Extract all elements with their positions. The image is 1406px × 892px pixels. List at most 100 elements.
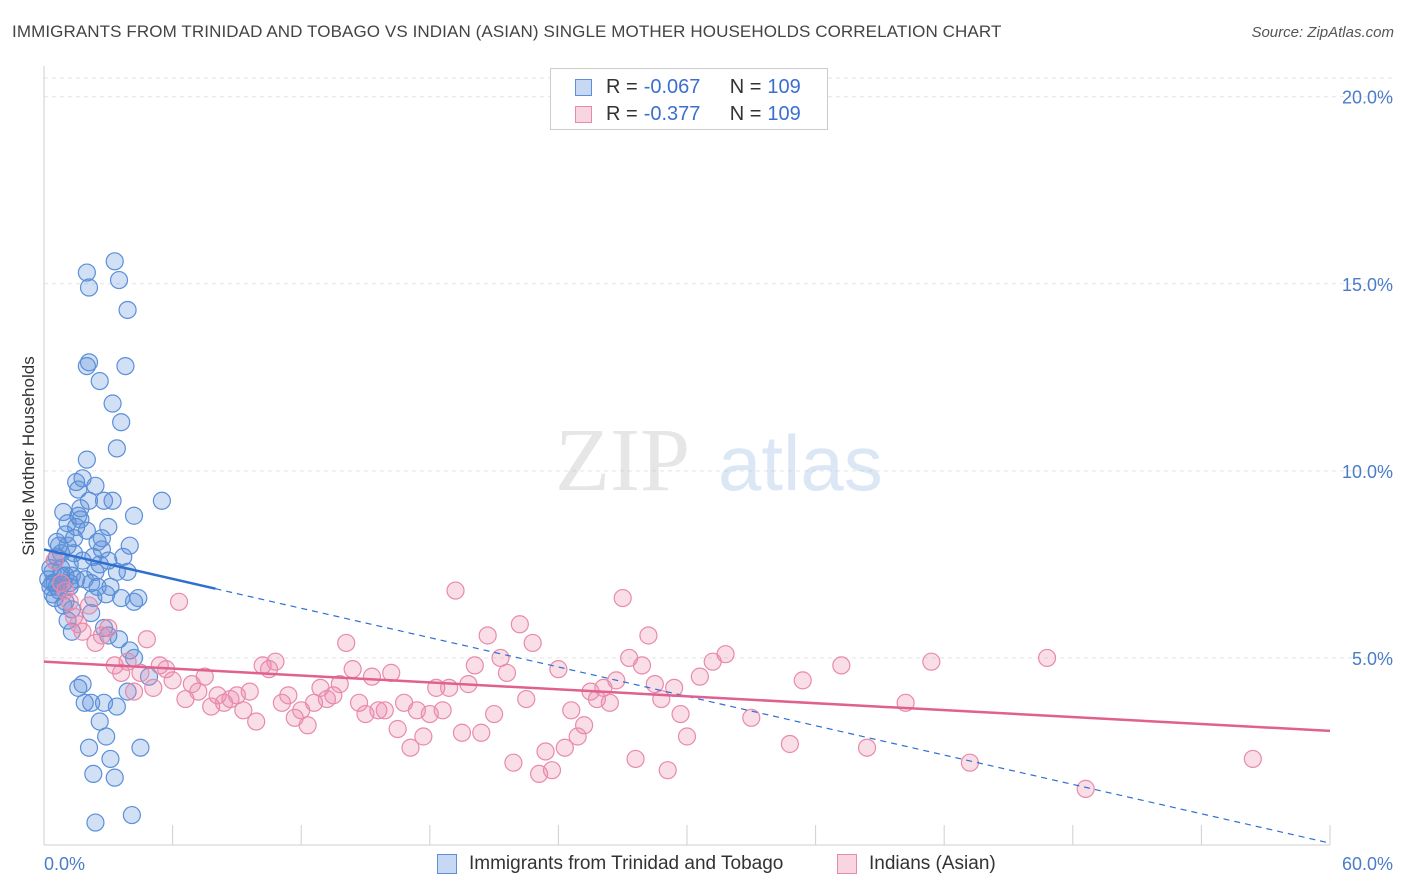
point-indian (375, 701, 394, 720)
point-trinidad (75, 693, 94, 712)
chart-title: IMMIGRANTS FROM TRINIDAD AND TOBAGO VS I… (12, 22, 1002, 41)
point-trinidad (101, 749, 120, 769)
point-indian (1076, 779, 1095, 798)
point-indian (645, 675, 664, 694)
watermark-atlas: atlas (718, 419, 883, 507)
point-trinidad (69, 506, 88, 525)
point-indian (613, 588, 632, 608)
point-trinidad (103, 394, 122, 413)
bottom-legend-label-trinidad: Immigrants from Trinidad and Tobago (469, 853, 784, 874)
point-indian (690, 667, 709, 686)
point-indian (452, 723, 472, 742)
point-indian (780, 734, 799, 754)
y-tick-label: 10.0% (1342, 462, 1393, 482)
legend-r-value: -0.067 (643, 75, 701, 98)
point-indian (922, 652, 941, 671)
point-trinidad (90, 712, 109, 731)
point-trinidad (105, 252, 124, 271)
bottom-legend-swatch-blue (437, 854, 457, 874)
point-indian (247, 712, 266, 731)
point-trinidad (71, 499, 90, 518)
point-trinidad (90, 371, 109, 391)
point-trinidad (49, 536, 69, 555)
y-tick-label: 5.0% (1352, 649, 1393, 669)
point-trinidad (82, 693, 101, 712)
point-indian (491, 648, 510, 668)
trend-line-trinidad (43, 548, 216, 590)
point-trinidad (62, 566, 81, 585)
point-trinidad (109, 630, 129, 649)
point-trinidad (109, 270, 129, 290)
point-trinidad (79, 278, 99, 297)
point-trinidad (73, 675, 92, 694)
point-indian (45, 551, 64, 570)
point-trinidad (124, 506, 144, 525)
point-indian (1037, 648, 1057, 668)
point-indian (272, 693, 292, 712)
point-trinidad (118, 300, 137, 320)
point-trinidad (79, 353, 99, 372)
point-trinidad (107, 439, 126, 458)
bottom-legend-indian: Indians (Asian) (837, 852, 996, 876)
point-indian (433, 701, 452, 720)
bottom-legend-label-indian: Indians (Asian) (869, 853, 996, 874)
point-indian (388, 719, 407, 739)
trend-line-indian (43, 660, 1331, 733)
point-indian (169, 592, 189, 611)
x-tick-label: 60.0% (1342, 854, 1393, 874)
legend-row-trinidad: R = -0.067 N = 109 (575, 74, 801, 100)
series-trinidad-points (39, 252, 171, 832)
source-credit: Source: ZipAtlas.com (1251, 24, 1394, 41)
point-trinidad (131, 738, 150, 757)
point-indian (542, 761, 562, 780)
point-indian (414, 727, 433, 746)
point-indian (600, 693, 619, 712)
point-indian (549, 660, 568, 679)
y-axis-label: Single Mother Households (19, 356, 38, 555)
y-tick-label: 20.0% (1342, 88, 1393, 108)
point-indian (632, 656, 652, 675)
point-indian (79, 596, 99, 615)
point-indian (92, 626, 111, 645)
point-indian (99, 618, 118, 638)
point-indian (562, 701, 581, 720)
point-trinidad (101, 577, 120, 596)
trend-lines (43, 548, 1331, 844)
point-indian (960, 753, 980, 772)
y-tick-label: 15.0% (1342, 275, 1393, 295)
point-indian (124, 682, 144, 701)
point-trinidad (152, 491, 171, 510)
point-trinidad (94, 491, 114, 510)
point-indian (337, 633, 356, 653)
legend-r-value: -0.377 (643, 102, 701, 125)
point-indian (523, 633, 542, 653)
point-indian (144, 678, 163, 697)
point-indian (555, 738, 574, 757)
point-indian (665, 678, 684, 697)
tick-labels: 5.0% 10.0% 15.0% 20.0% 0.0% 60.0% (44, 88, 1393, 874)
point-indian (575, 716, 594, 735)
point-indian (189, 682, 208, 701)
point-indian (716, 645, 735, 664)
point-trinidad (82, 573, 101, 593)
point-indian (446, 581, 465, 600)
legend-n-value: 109 (767, 102, 801, 125)
point-trinidad (86, 813, 105, 832)
legend-n-label: N = (729, 75, 762, 98)
point-indian (1243, 749, 1262, 769)
point-trinidad (112, 588, 131, 608)
point-indian (234, 701, 253, 720)
point-trinidad (129, 588, 148, 608)
point-indian (677, 727, 697, 746)
point-indian (401, 738, 420, 757)
point-indian (510, 615, 529, 634)
grid-lines (44, 77, 1395, 659)
point-trinidad (77, 263, 96, 282)
point-indian (857, 738, 877, 757)
point-indian (639, 626, 658, 645)
point-indian (658, 761, 677, 780)
point-trinidad (120, 536, 139, 555)
point-trinidad (54, 502, 73, 522)
point-indian (742, 708, 761, 727)
point-indian (279, 686, 298, 705)
